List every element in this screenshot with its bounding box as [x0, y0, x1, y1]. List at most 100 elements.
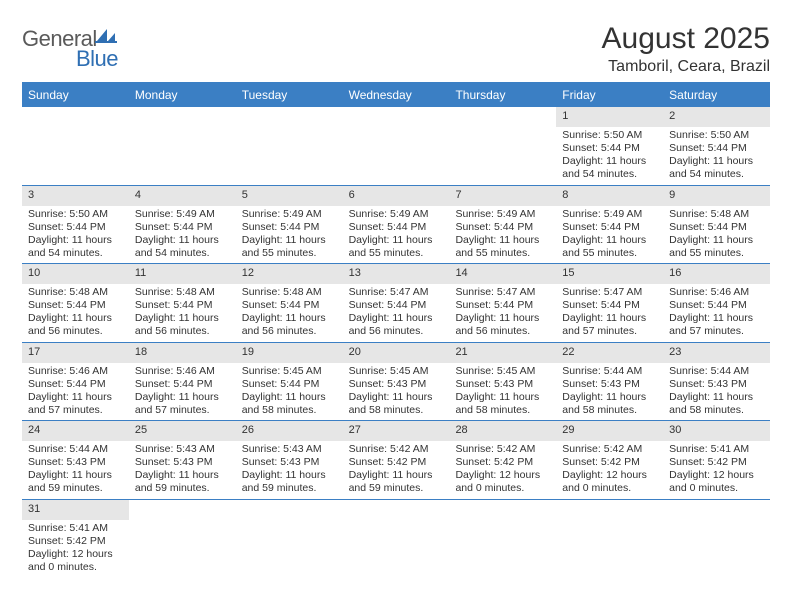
sunset-line: Sunset: 5:44 PM [455, 221, 552, 234]
details-cell: Sunrise: 5:49 AMSunset: 5:44 PMDaylight:… [343, 206, 450, 264]
daynum-cell: 17 [22, 343, 129, 363]
day-details: Sunrise: 5:46 AMSunset: 5:44 PMDaylight:… [663, 284, 770, 342]
sunset-line: Sunset: 5:43 PM [669, 378, 766, 391]
sunrise-line: Sunrise: 5:49 AM [455, 208, 552, 221]
daylight-line-2: and 58 minutes. [455, 404, 552, 417]
daynum-cell: 19 [236, 343, 343, 363]
details-cell: Sunrise: 5:41 AMSunset: 5:42 PMDaylight:… [22, 520, 129, 578]
day-number: 13 [343, 264, 450, 282]
day-details: Sunrise: 5:46 AMSunset: 5:44 PMDaylight:… [22, 363, 129, 421]
daylight-line-2: and 0 minutes. [28, 561, 125, 574]
sunset-line: Sunset: 5:44 PM [349, 299, 446, 312]
details-cell: Sunrise: 5:44 AMSunset: 5:43 PMDaylight:… [22, 441, 129, 499]
sunrise-line: Sunrise: 5:50 AM [562, 129, 659, 142]
daynum-cell: 12 [236, 264, 343, 284]
day-number: 12 [236, 264, 343, 282]
daylight-line-1: Daylight: 11 hours [242, 312, 339, 325]
daylight-line-2: and 55 minutes. [349, 247, 446, 260]
daynum-cell [449, 107, 556, 127]
sunset-line: Sunset: 5:42 PM [28, 535, 125, 548]
logo: GeneralBlue [22, 22, 119, 72]
daylight-line-1: Daylight: 11 hours [562, 312, 659, 325]
sunset-line: Sunset: 5:44 PM [349, 221, 446, 234]
daynum-row: 3456789 [22, 186, 770, 206]
daynum-cell [129, 107, 236, 127]
daynum-cell [449, 500, 556, 520]
day-number: 20 [343, 343, 450, 361]
details-cell: Sunrise: 5:48 AMSunset: 5:44 PMDaylight:… [236, 284, 343, 342]
sunrise-line: Sunrise: 5:49 AM [349, 208, 446, 221]
daynum-cell: 16 [663, 264, 770, 284]
daynum-row: 10111213141516 [22, 264, 770, 284]
sunrise-line: Sunrise: 5:44 AM [669, 365, 766, 378]
day-number: 26 [236, 421, 343, 439]
daynum-cell: 14 [449, 264, 556, 284]
day-number: 27 [343, 421, 450, 439]
day-details: Sunrise: 5:49 AMSunset: 5:44 PMDaylight:… [236, 206, 343, 264]
daylight-line-1: Daylight: 11 hours [28, 469, 125, 482]
daylight-line-1: Daylight: 12 hours [455, 469, 552, 482]
day-details: Sunrise: 5:45 AMSunset: 5:44 PMDaylight:… [236, 363, 343, 421]
day-number: 25 [129, 421, 236, 439]
daylight-line-2: and 55 minutes. [455, 247, 552, 260]
daylight-line-2: and 54 minutes. [135, 247, 232, 260]
daynum-row: 31 [22, 500, 770, 520]
daylight-line-1: Daylight: 11 hours [135, 469, 232, 482]
sunset-line: Sunset: 5:44 PM [135, 378, 232, 391]
daynum-cell: 26 [236, 421, 343, 441]
daylight-line-1: Daylight: 11 hours [28, 312, 125, 325]
details-cell: Sunrise: 5:46 AMSunset: 5:44 PMDaylight:… [663, 284, 770, 342]
details-cell [236, 127, 343, 185]
daynum-cell: 23 [663, 343, 770, 363]
daylight-line-1: Daylight: 11 hours [669, 155, 766, 168]
day-details: Sunrise: 5:50 AMSunset: 5:44 PMDaylight:… [663, 127, 770, 185]
calendar: Sunday Monday Tuesday Wednesday Thursday… [22, 82, 770, 577]
details-cell [556, 520, 663, 578]
daylight-line-2: and 59 minutes. [349, 482, 446, 495]
title-block: August 2025 Tamboril, Ceara, Brazil [602, 22, 770, 76]
day-number: 9 [663, 186, 770, 204]
details-row: Sunrise: 5:50 AMSunset: 5:44 PMDaylight:… [22, 206, 770, 265]
daylight-line-1: Daylight: 11 hours [349, 469, 446, 482]
day-number: 28 [449, 421, 556, 439]
sunrise-line: Sunrise: 5:43 AM [242, 443, 339, 456]
sunset-line: Sunset: 5:44 PM [562, 221, 659, 234]
daynum-cell: 30 [663, 421, 770, 441]
weekday-label: Thursday [449, 84, 556, 107]
day-number: 29 [556, 421, 663, 439]
day-details: Sunrise: 5:49 AMSunset: 5:44 PMDaylight:… [343, 206, 450, 264]
details-row: Sunrise: 5:41 AMSunset: 5:42 PMDaylight:… [22, 520, 770, 578]
details-row: Sunrise: 5:48 AMSunset: 5:44 PMDaylight:… [22, 284, 770, 343]
details-cell: Sunrise: 5:46 AMSunset: 5:44 PMDaylight:… [129, 363, 236, 421]
day-number: 22 [556, 343, 663, 361]
day-details: Sunrise: 5:42 AMSunset: 5:42 PMDaylight:… [556, 441, 663, 499]
details-cell: Sunrise: 5:50 AMSunset: 5:44 PMDaylight:… [22, 206, 129, 264]
sunrise-line: Sunrise: 5:47 AM [562, 286, 659, 299]
details-cell [129, 520, 236, 578]
details-cell: Sunrise: 5:47 AMSunset: 5:44 PMDaylight:… [556, 284, 663, 342]
day-details: Sunrise: 5:49 AMSunset: 5:44 PMDaylight:… [129, 206, 236, 264]
day-number: 2 [663, 107, 770, 125]
header: GeneralBlue August 2025 Tamboril, Ceara,… [22, 22, 770, 76]
day-number: 4 [129, 186, 236, 204]
sunrise-line: Sunrise: 5:50 AM [28, 208, 125, 221]
daylight-line-2: and 54 minutes. [669, 168, 766, 181]
sunset-line: Sunset: 5:44 PM [242, 299, 339, 312]
details-cell: Sunrise: 5:46 AMSunset: 5:44 PMDaylight:… [22, 363, 129, 421]
daylight-line-2: and 58 minutes. [349, 404, 446, 417]
sunrise-line: Sunrise: 5:49 AM [242, 208, 339, 221]
day-details: Sunrise: 5:44 AMSunset: 5:43 PMDaylight:… [556, 363, 663, 421]
details-cell: Sunrise: 5:49 AMSunset: 5:44 PMDaylight:… [449, 206, 556, 264]
day-number: 21 [449, 343, 556, 361]
daynum-cell: 13 [343, 264, 450, 284]
details-cell: Sunrise: 5:43 AMSunset: 5:43 PMDaylight:… [129, 441, 236, 499]
details-cell: Sunrise: 5:42 AMSunset: 5:42 PMDaylight:… [556, 441, 663, 499]
weekday-label: Monday [129, 84, 236, 107]
details-cell: Sunrise: 5:42 AMSunset: 5:42 PMDaylight:… [343, 441, 450, 499]
sunrise-line: Sunrise: 5:48 AM [669, 208, 766, 221]
day-details: Sunrise: 5:44 AMSunset: 5:43 PMDaylight:… [22, 441, 129, 499]
daynum-cell: 11 [129, 264, 236, 284]
daynum-cell: 25 [129, 421, 236, 441]
daynum-row: 24252627282930 [22, 421, 770, 441]
details-cell [449, 520, 556, 578]
